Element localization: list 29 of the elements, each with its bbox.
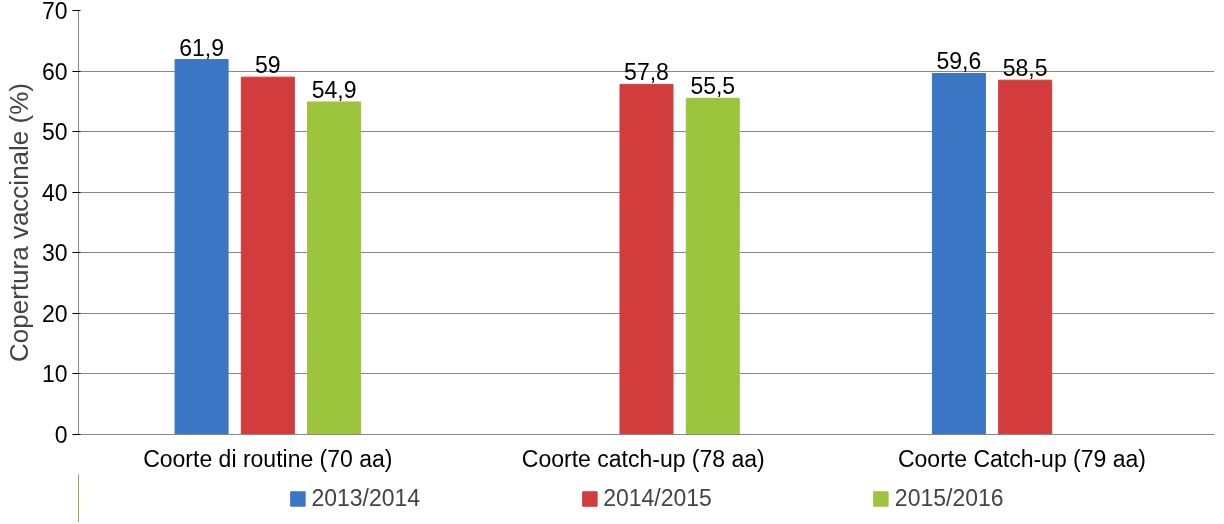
data-label: 58,5 — [1002, 55, 1048, 82]
y-tick-label: 40 — [41, 179, 68, 206]
data-label: 61,9 — [179, 34, 224, 61]
y-tick-label: 70 — [41, 0, 68, 24]
data-label: 57,8 — [624, 59, 669, 86]
bar — [931, 72, 986, 435]
bar — [240, 76, 295, 435]
y-tick-label: 0 — [54, 422, 68, 448]
data-label: 59,6 — [936, 48, 982, 75]
y-tick-label: 30 — [41, 240, 68, 267]
bar — [174, 59, 229, 435]
x-tick-label: Coorte catch-up (78 aa) — [521, 445, 765, 472]
x-tick-label: Coorte di routine (70 aa) — [143, 445, 393, 472]
data-label: 54,9 — [311, 76, 357, 103]
y-axis-title: Copertura vaccinale (%) — [3, 83, 34, 362]
y-tick-label: 60 — [41, 58, 68, 85]
bar — [685, 97, 740, 435]
legend-label: 2014/2015 — [603, 484, 712, 512]
y-tick-label: 10 — [41, 361, 68, 388]
bar — [998, 79, 1053, 435]
y-tick-label: 20 — [41, 300, 68, 327]
legend-label: 2015/2016 — [894, 484, 1004, 512]
y-tick-label: 50 — [41, 119, 68, 146]
legend-label: 2013/2014 — [311, 484, 421, 512]
data-label: 55,5 — [690, 73, 736, 100]
data-label: 59 — [255, 52, 281, 79]
x-tick-label: Coorte Catch-up (79 aa) — [897, 445, 1146, 472]
bar — [307, 101, 362, 435]
bar — [619, 83, 674, 435]
